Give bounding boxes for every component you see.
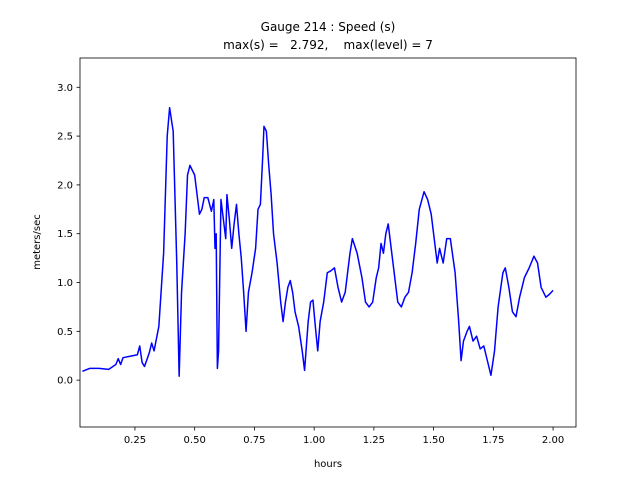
x-tick-label: 0.75 [243,435,265,446]
x-tick-label: 0.25 [124,435,146,446]
x-tick-label: 0.50 [184,435,206,446]
x-tick-label: 1.75 [482,435,504,446]
chart-title: Gauge 214 : Speed (s) [261,20,396,34]
x-axis-label: hours [314,459,342,470]
line-series [82,107,554,377]
y-tick-label: 0.0 [57,376,73,387]
y-tick-label: 2.5 [57,132,73,143]
chart-subtitle: max(s) = 2.792, max(level) = 7 [223,38,433,52]
y-tick-label: 2.0 [57,180,73,191]
plot-frame [79,57,577,428]
x-tick-label: 2.00 [542,435,564,446]
y-tick-label: 3.0 [57,83,73,94]
y-tick-label: 1.0 [57,278,73,289]
y-tick-label: 1.5 [57,229,73,240]
x-tick-label: 1.25 [363,435,385,446]
y-axis-label: meters/sec [32,214,43,270]
x-tick-label: 1.50 [422,435,444,446]
x-tick-label: 1.00 [303,435,325,446]
y-tick-label: 0.5 [57,327,73,338]
